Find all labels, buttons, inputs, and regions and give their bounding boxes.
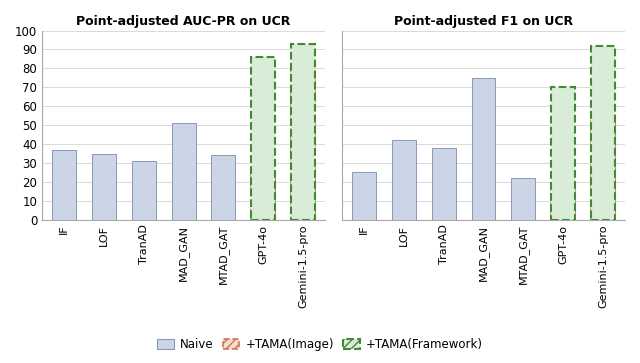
Bar [472, 78, 495, 220]
Bar [551, 87, 575, 220]
Bar [211, 155, 236, 220]
Bar [591, 121, 615, 220]
Bar [172, 123, 196, 220]
Bar [252, 172, 275, 220]
Bar [591, 110, 615, 220]
Bar [252, 171, 275, 220]
Bar [252, 57, 275, 220]
Bar [92, 154, 116, 220]
Bar [291, 70, 315, 220]
Bar [591, 110, 615, 220]
Title: Point-adjusted AUC-PR on UCR: Point-adjusted AUC-PR on UCR [76, 15, 291, 28]
Bar [352, 172, 376, 220]
Bar [591, 46, 615, 220]
Bar [252, 172, 275, 220]
Bar [392, 140, 416, 220]
Bar [291, 44, 315, 220]
Bar [52, 150, 76, 220]
Bar [551, 182, 575, 220]
Bar [551, 191, 575, 220]
Bar [291, 44, 315, 220]
Bar [132, 161, 156, 220]
Bar [511, 178, 535, 220]
Title: Point-adjusted F1 on UCR: Point-adjusted F1 on UCR [394, 15, 573, 28]
Bar [291, 70, 315, 220]
Bar [252, 57, 275, 220]
Bar [291, 188, 315, 220]
Bar [551, 87, 575, 220]
Bar [432, 148, 456, 220]
Bar [591, 46, 615, 220]
Legend: Naive, +TAMA(Image), +TAMA(Framework): Naive, +TAMA(Image), +TAMA(Framework) [155, 336, 485, 354]
Bar [551, 182, 575, 220]
